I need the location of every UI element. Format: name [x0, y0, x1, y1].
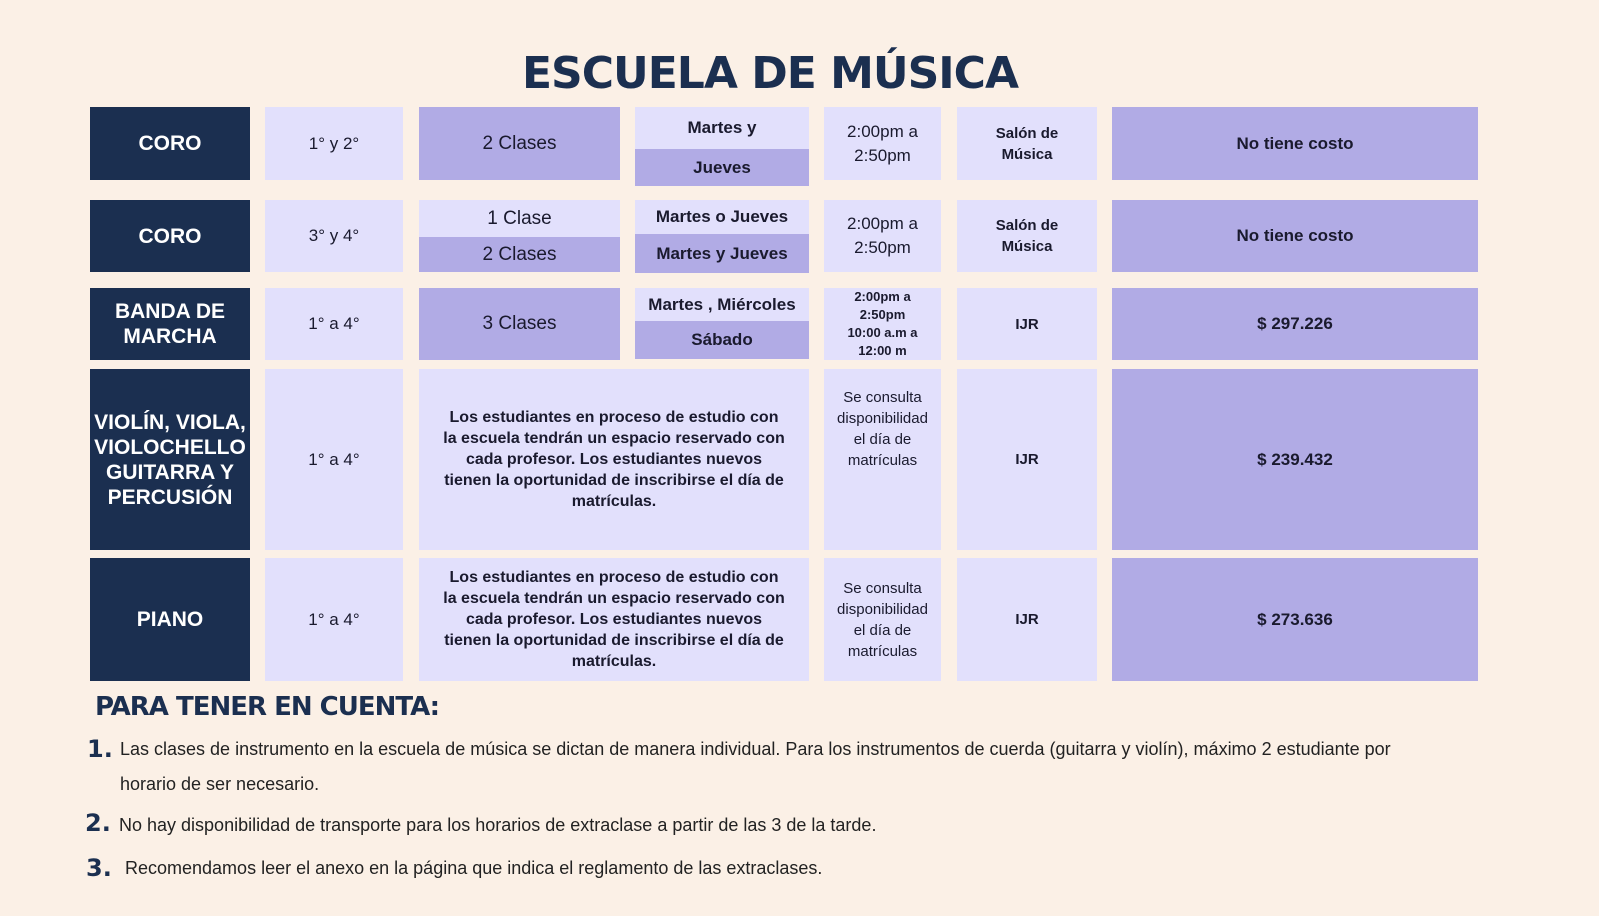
time-cell: 2:00pm a 2:50pm 10:00 a.m a 12:00 m: [824, 288, 941, 360]
days-cell: Martes y: [635, 107, 809, 149]
classes-cell: 3 Clases: [419, 288, 620, 360]
note-text: Las clases de instrumento en la escuela …: [120, 739, 1391, 794]
program-cell: CORO: [90, 200, 250, 272]
description-cell: Los estudiantes en proceso de estudio co…: [419, 558, 809, 681]
time-cell: 2:00pm a 2:50pm: [824, 107, 941, 180]
time-line: 12:00 m: [858, 343, 907, 358]
grades-cell: 1° a 4°: [265, 369, 403, 550]
days-cell: Martes o Jueves: [635, 200, 809, 234]
notes-heading: PARA TENER EN CUENTA:: [95, 692, 440, 722]
note-text: Recomendamos leer el anexo en la página …: [125, 858, 823, 878]
time-cell: Se consulta disponibilidad el día de mat…: [824, 558, 941, 681]
program-cell: PIANO: [90, 558, 250, 681]
classes-cell: 1 Clase: [419, 200, 620, 237]
grades-cell: 1° y 2°: [265, 107, 403, 180]
time-cell: Se consulta disponibilidad el día de mat…: [824, 369, 941, 550]
time-line: 2:50pm: [859, 307, 906, 322]
place-cell: IJR: [957, 558, 1097, 681]
classes-cell: 2 Clases: [419, 237, 620, 272]
page-title: ESCUELA DE MÚSICA: [521, 48, 1019, 99]
description-cell: Los estudiantes en proceso de estudio co…: [419, 369, 809, 550]
program-cell: CORO: [90, 107, 250, 180]
place-cell: IJR: [957, 288, 1097, 360]
days-cell: Martes , Miércoles: [635, 288, 809, 321]
cost-cell: No tiene costo: [1112, 107, 1478, 180]
cost-cell: $ 273.636: [1112, 558, 1478, 681]
time-cell: 2:00pm a 2:50pm: [824, 200, 941, 272]
days-cell: Sábado: [635, 321, 809, 359]
classes-cell: 2 Clases: [419, 107, 620, 180]
note-text: No hay disponibilidad de transporte para…: [119, 815, 877, 835]
days-cell: Jueves: [635, 149, 809, 186]
grades-cell: 1° a 4°: [265, 558, 403, 681]
note-number: 1.: [87, 735, 113, 763]
place-cell: Salón de Música: [957, 107, 1097, 180]
time-line: 2:00pm a: [854, 289, 911, 304]
note-number: 3.: [86, 854, 112, 882]
note-number: 2.: [85, 809, 111, 837]
grades-cell: 3° y 4°: [265, 200, 403, 272]
cost-cell: $ 297.226: [1112, 288, 1478, 360]
cost-cell: $ 239.432: [1112, 369, 1478, 550]
program-cell: VIOLÍN, VIOLA, VIOLOCHELLO GUITARRA Y PE…: [90, 369, 250, 550]
program-cell: BANDA DE MARCHA: [90, 288, 250, 360]
cost-cell: No tiene costo: [1112, 200, 1478, 272]
days-cell: Martes y Jueves: [635, 234, 809, 273]
place-cell: IJR: [957, 369, 1097, 550]
grades-cell: 1° a 4°: [265, 288, 403, 360]
time-line: 10:00 a.m a: [847, 325, 918, 340]
place-cell: Salón de Música: [957, 200, 1097, 272]
